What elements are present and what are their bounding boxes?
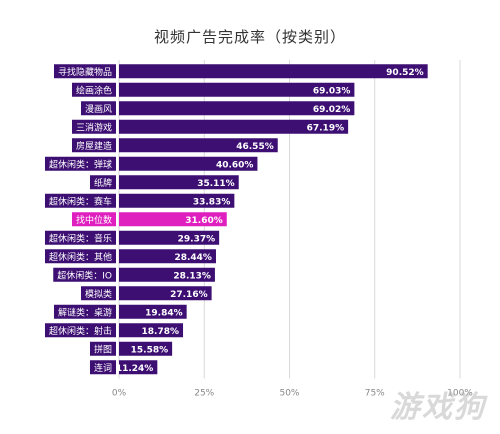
bar (119, 138, 278, 153)
category-label: 寻找隐藏物品 (58, 66, 112, 78)
value-label: 28.13% (173, 271, 211, 281)
bar (119, 341, 173, 356)
category-label-box (80, 286, 116, 301)
category-label-box (53, 64, 116, 79)
category-label: 漫画风 (85, 103, 112, 115)
x-tick-label: 100% (447, 389, 473, 399)
chart-title: 视频广告完成率（按类别） (153, 28, 346, 46)
category-label: 找中位数 (76, 214, 112, 226)
category-label: 连词 (94, 362, 112, 374)
category-label-box (44, 230, 116, 245)
category-label: 超休闲类：其他 (49, 251, 112, 263)
category-label: 纸牌 (94, 177, 112, 189)
bar (119, 212, 227, 227)
x-tick-label: 25% (194, 389, 214, 399)
value-label: 28.44% (174, 253, 212, 263)
category-label-box (71, 138, 116, 153)
bar (119, 193, 235, 208)
value-label: 69.03% (313, 86, 351, 96)
value-label: 35.11% (197, 179, 235, 189)
category-label: 模拟类 (85, 288, 112, 300)
category-label-box (44, 193, 116, 208)
value-label: 31.60% (185, 216, 223, 226)
value-label: 15.58% (131, 345, 169, 355)
category-label: 超休闲类：弹球 (49, 158, 112, 170)
bar (119, 101, 355, 116)
value-label: 27.16% (170, 290, 208, 300)
bar (119, 156, 258, 171)
bar (119, 286, 212, 301)
category-label: 拼图 (94, 343, 112, 355)
category-label-box (71, 212, 116, 227)
category-label-box (53, 304, 116, 319)
x-tick-label: 50% (279, 389, 299, 399)
bar (119, 323, 184, 338)
bar (119, 230, 220, 245)
category-label-box (71, 119, 116, 134)
x-tick-label: 75% (365, 389, 385, 399)
category-label-box (44, 249, 116, 264)
category-label: 超休闲类：赛车 (49, 195, 112, 207)
bar (119, 119, 349, 134)
category-label: 三消游戏 (76, 121, 112, 133)
value-label: 67.19% (307, 123, 345, 133)
value-label: 19.84% (145, 308, 183, 318)
value-label: 29.37% (178, 234, 216, 244)
category-label: 绘画涂色 (76, 84, 112, 96)
bar (119, 64, 428, 79)
bar (119, 304, 187, 319)
category-label-box (80, 101, 116, 116)
category-label-box (53, 267, 116, 282)
category-label: 超休闲类：IO (57, 269, 112, 281)
category-label-box (71, 82, 116, 97)
category-label: 超休闲类：音乐 (49, 232, 112, 244)
category-label: 解谜类：桌游 (58, 306, 112, 318)
category-label-box (44, 156, 116, 171)
value-label: 18.78% (142, 327, 180, 337)
watermark: 游戏狗 (390, 390, 486, 425)
category-label: 超休闲类：射击 (49, 325, 112, 337)
bar (119, 175, 239, 190)
category-label-box (89, 341, 116, 356)
category-label-box (89, 360, 116, 375)
value-label: 69.02% (313, 105, 351, 115)
value-label: 90.52% (386, 68, 424, 78)
bar (119, 267, 215, 282)
value-label: 40.60% (216, 160, 254, 170)
bar (119, 82, 355, 97)
value-label: 33.83% (193, 197, 231, 207)
category-label-box (44, 323, 116, 338)
category-label-box (89, 175, 116, 190)
bar (119, 249, 216, 264)
value-label: 11.24% (116, 364, 154, 374)
value-label: 46.55% (236, 142, 274, 152)
bar (119, 360, 158, 375)
x-tick-label: 0% (112, 389, 127, 399)
category-label: 房屋建造 (76, 140, 112, 152)
